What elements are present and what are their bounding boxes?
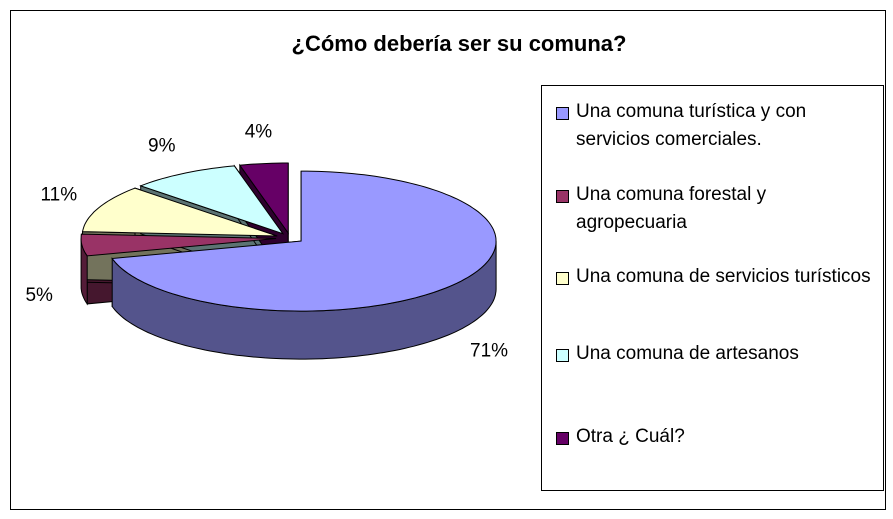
legend-item: Una comuna forestal y agropecuaria	[552, 181, 877, 237]
legend-item: Una comuna de servicios turísticos	[552, 263, 877, 291]
data-label: 5%	[25, 285, 53, 306]
legend-swatch	[556, 190, 569, 203]
data-label: 71%	[470, 340, 508, 361]
legend-label: Una comuna forestal y agropecuaria	[576, 184, 767, 233]
legend-label: Una comuna de servicios turísticos	[576, 266, 871, 287]
legend-label: Otra ¿ Cuál?	[576, 426, 685, 447]
legend-swatch	[556, 349, 569, 362]
legend-swatch	[556, 272, 569, 285]
legend-swatch	[556, 432, 569, 445]
slice	[80, 233, 277, 257]
legend-swatch	[556, 107, 569, 120]
slice	[139, 165, 285, 235]
slice	[81, 187, 278, 237]
legend-item: Otra ¿ Cuál?	[552, 423, 877, 451]
legend-label: Una comuna turística y con servicios com…	[576, 101, 807, 150]
legend: Una comuna turística y con servicios com…	[541, 85, 884, 491]
legend-item: Una comuna turística y con servicios com…	[552, 98, 877, 154]
chart-title: ¿Cómo debería ser su comuna?	[292, 31, 627, 56]
chart-frame	[10, 10, 886, 510]
slice	[238, 162, 289, 235]
slice	[111, 170, 497, 312]
legend-item: Una comuna de artesanos	[552, 340, 877, 368]
data-label: 9%	[148, 135, 176, 156]
legend-label: Una comuna de artesanos	[576, 343, 799, 364]
data-label: 11%	[41, 185, 78, 206]
data-label: 4%	[245, 121, 273, 142]
